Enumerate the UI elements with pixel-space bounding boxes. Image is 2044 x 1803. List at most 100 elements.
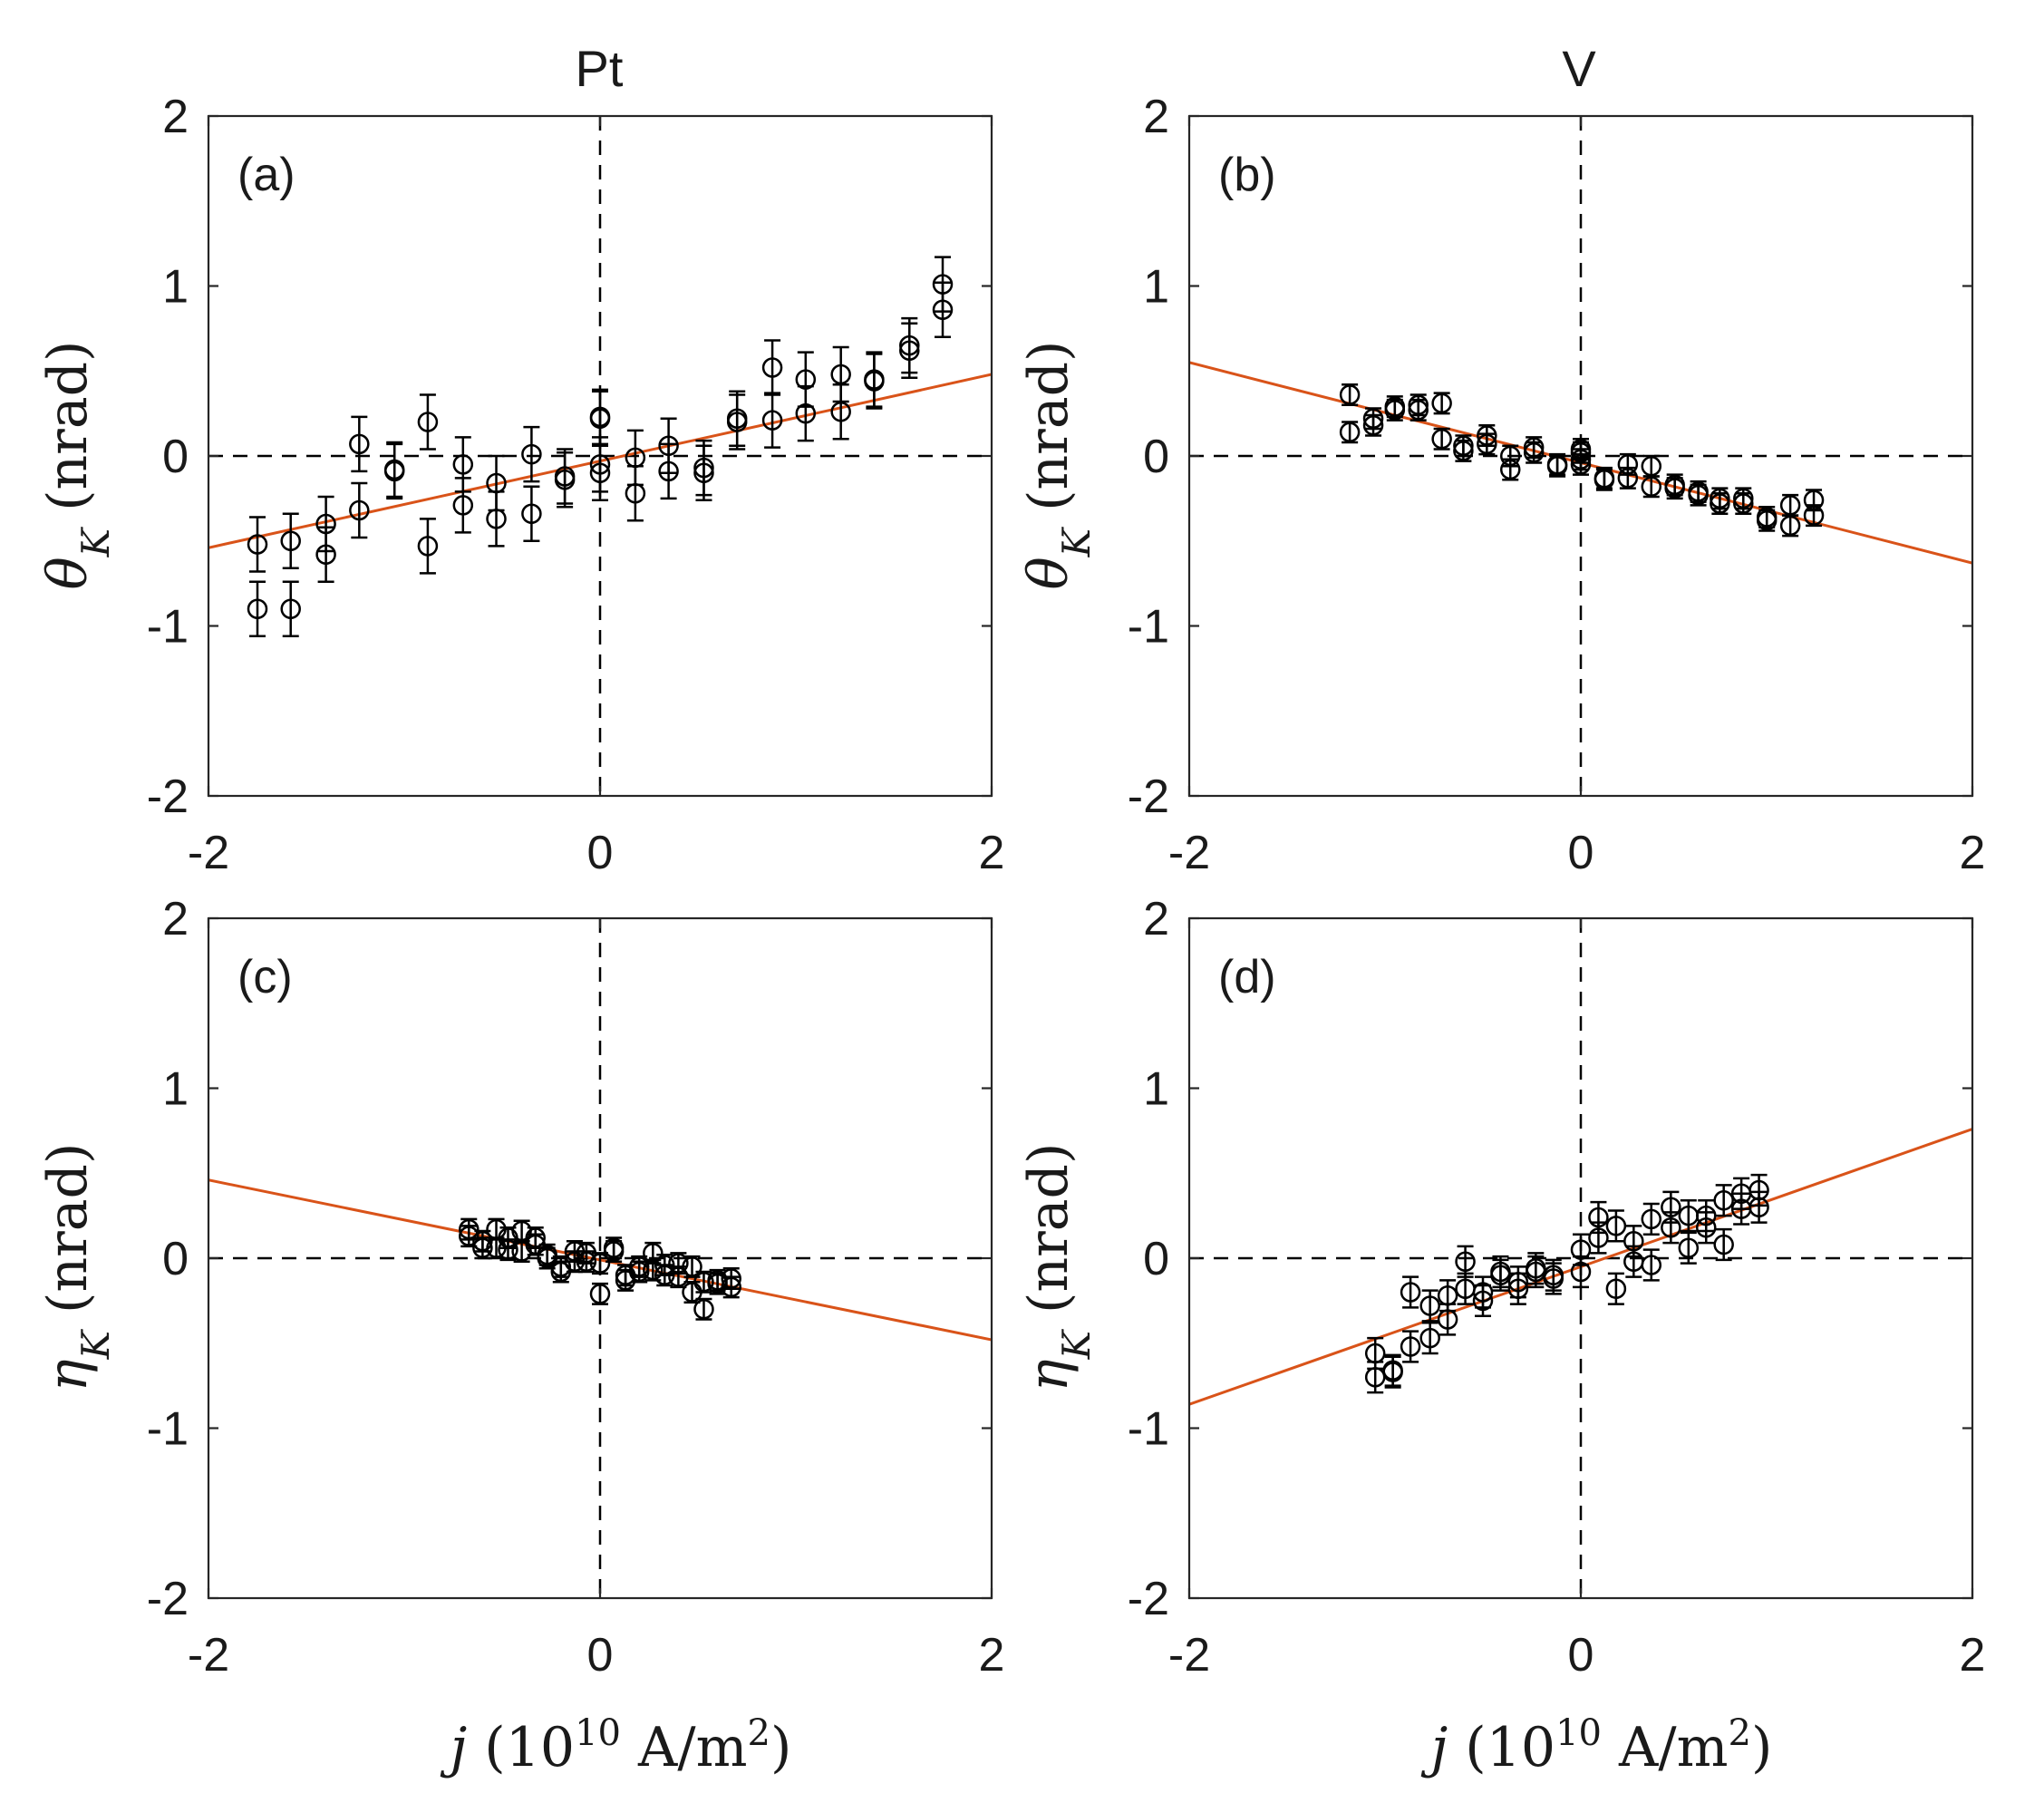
marker <box>1617 468 1639 489</box>
marker <box>486 509 507 529</box>
data-point <box>1400 1330 1421 1363</box>
data-point <box>1507 1265 1529 1299</box>
marker <box>1710 493 1730 514</box>
data-point <box>721 1275 741 1299</box>
data-point <box>1617 466 1639 490</box>
data-point <box>1477 432 1497 456</box>
data-point <box>1605 1272 1627 1305</box>
marker <box>383 460 405 482</box>
panel-label: (b) <box>1218 149 1276 201</box>
x-axis-exponent: 10 <box>1555 1712 1602 1754</box>
data-point <box>1678 1231 1700 1265</box>
data-point <box>1431 427 1452 451</box>
x-tick-label: -2 <box>1168 827 1210 879</box>
marker <box>521 443 542 465</box>
column-title-v: V <box>1562 40 1596 97</box>
data-point <box>795 384 817 442</box>
data-point <box>603 1240 625 1263</box>
x-axis-label-left: j (1010 A/m2) <box>441 1712 792 1779</box>
y-tick-label: 0 <box>1143 431 1169 483</box>
data-point <box>1803 504 1825 528</box>
data-point <box>1779 514 1801 538</box>
data-point <box>1605 1209 1627 1243</box>
data-point <box>1523 441 1545 464</box>
data-point <box>452 477 474 534</box>
marker <box>1594 470 1615 490</box>
data-point <box>1546 454 1568 478</box>
marker <box>707 1273 728 1294</box>
marker <box>625 483 646 504</box>
data-point <box>1570 452 1592 476</box>
data-point <box>486 490 507 548</box>
data-point <box>1570 1255 1592 1289</box>
x-tick-label: 2 <box>979 827 1005 879</box>
marker <box>452 495 474 516</box>
data-point <box>521 425 542 483</box>
y-axis-symbol: η <box>36 1359 100 1391</box>
marker <box>521 503 542 524</box>
panel-label: (d) <box>1218 951 1276 1003</box>
marker <box>554 470 576 490</box>
marker <box>1733 493 1754 514</box>
y-tick-label: 1 <box>162 261 189 314</box>
data-point <box>864 353 885 410</box>
marker <box>693 462 714 483</box>
marker <box>280 530 301 551</box>
data-point <box>932 281 954 338</box>
data-point <box>349 481 370 539</box>
x-axis-close: ) <box>1751 1716 1772 1779</box>
marker <box>1453 441 1474 461</box>
marker <box>1543 1265 1564 1285</box>
chart-panel-c: -2 0 2 -2 -1 0 1 2 (c) <box>147 893 1005 1682</box>
data-point <box>576 1250 597 1274</box>
data-point <box>1431 392 1452 415</box>
y-tick-label: -2 <box>1128 771 1169 823</box>
marker <box>693 1299 714 1320</box>
data-point <box>417 518 439 575</box>
data-point <box>1661 1211 1681 1245</box>
marker <box>1472 1282 1494 1303</box>
marker <box>1756 510 1778 531</box>
y-tick-label: 1 <box>1143 261 1169 314</box>
chart-panel-b: -2 0 2 -2 -1 0 1 2 (b) <box>1128 91 1986 879</box>
data-point <box>589 444 611 501</box>
marker <box>1431 393 1452 414</box>
y-tick-label: -2 <box>1128 1573 1169 1625</box>
marker <box>932 299 954 320</box>
y-axis-unit: (nrad) <box>1017 1143 1080 1331</box>
marker <box>1661 1217 1681 1238</box>
y-tick-label: -1 <box>1128 601 1169 654</box>
data-point <box>1472 1275 1494 1309</box>
marker <box>1400 1282 1421 1303</box>
data-point <box>486 1236 507 1260</box>
chart-panel-a: -2 0 2 -2 -1 0 1 2 (a) <box>147 91 1005 879</box>
x-tick-label: 2 <box>979 1629 1005 1682</box>
marker <box>1526 1258 1546 1279</box>
column-title-pt: Pt <box>576 40 624 97</box>
y-tick-label: 2 <box>162 893 189 945</box>
data-point <box>521 485 542 542</box>
data-point <box>1588 1221 1609 1255</box>
marker <box>1641 1255 1662 1275</box>
marker <box>459 1226 480 1246</box>
data-point <box>1756 509 1778 532</box>
data-point <box>1641 1202 1662 1236</box>
data-point <box>1713 1184 1734 1217</box>
x-tick-label: 2 <box>1960 1629 1986 1682</box>
marker <box>1400 1336 1421 1357</box>
data-point <box>550 1255 572 1278</box>
marker <box>315 544 336 565</box>
y-tick-label: 1 <box>1143 1063 1169 1116</box>
marker <box>576 1251 597 1272</box>
marker <box>1779 515 1801 537</box>
data-point <box>472 1236 493 1260</box>
marker <box>589 462 611 483</box>
marker <box>1641 1208 1662 1230</box>
y-tick-label: -1 <box>147 1403 189 1456</box>
y-axis-label-b: θK (nrad) <box>1017 341 1099 590</box>
marker <box>1339 422 1361 442</box>
marker <box>1695 1217 1717 1238</box>
marker <box>1382 1362 1403 1382</box>
marker <box>550 1256 572 1277</box>
